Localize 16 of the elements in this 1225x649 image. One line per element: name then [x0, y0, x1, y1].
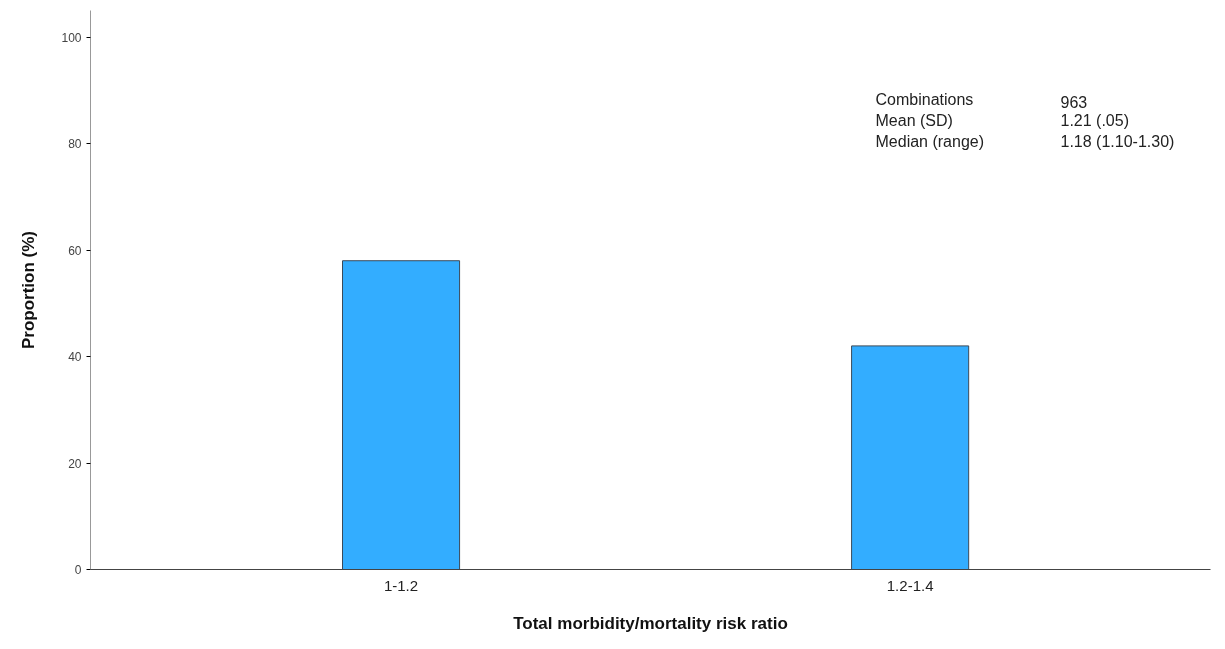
y-tick-label: 20: [68, 456, 82, 471]
y-axis-title: Proportion (%): [19, 230, 39, 350]
annotation: Median (range): [875, 132, 984, 150]
y-tick-label: 40: [68, 350, 82, 365]
y-tick-label: 60: [68, 243, 82, 258]
annotation: 1.21 (.05): [1060, 111, 1129, 129]
x-tick-label: 1.2-1.4: [886, 576, 934, 594]
annotation: Combinations: [875, 90, 974, 108]
annotation: 1.18 (1.10-1.30): [1060, 132, 1175, 150]
y-tick-label: 0: [74, 563, 82, 577]
x-tick-label: 1-1.2: [383, 576, 419, 594]
annotation: Mean (SD): [875, 111, 953, 129]
annotation: 963: [1060, 93, 1088, 111]
y-tick-label: 100: [61, 30, 82, 45]
y-tick-label: 80: [68, 137, 82, 152]
x-axis-title: Total morbidity/mortality risk ratio: [513, 613, 788, 633]
